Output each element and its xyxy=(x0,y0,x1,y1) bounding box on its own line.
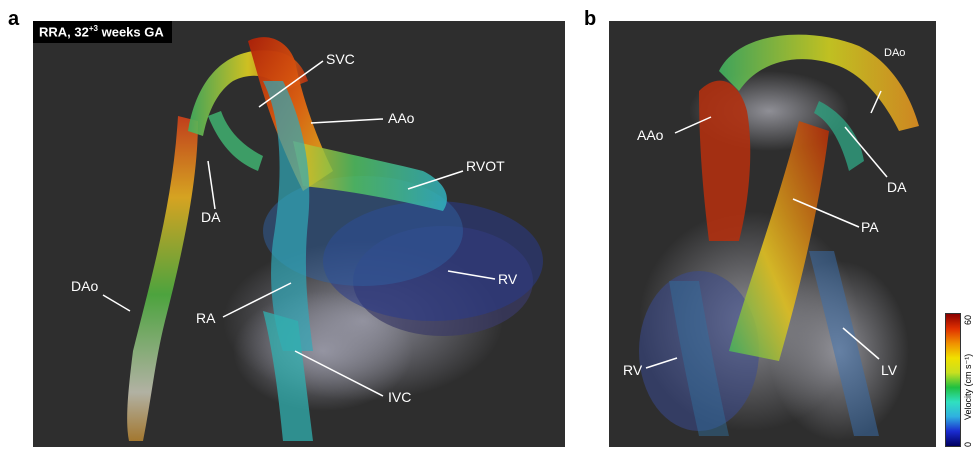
title-rest: weeks GA xyxy=(97,24,164,40)
colorbar-title: Velocity (cm s⁻¹) xyxy=(963,353,973,420)
label-rvot: RVOT xyxy=(466,158,505,174)
label-dao: DAo xyxy=(71,278,99,294)
colorbar-max-label: 60 xyxy=(963,314,973,325)
label-b-dao: DAo xyxy=(884,47,906,59)
label-da: DA xyxy=(201,209,221,225)
title-main: RRA, 32 xyxy=(39,24,89,40)
label-b-pa: PA xyxy=(861,219,879,235)
label-svc: SVC xyxy=(326,51,355,67)
label-b-da: DA xyxy=(887,179,907,195)
velocity-colorbar xyxy=(945,313,961,447)
title-superscript: +3 xyxy=(88,24,98,33)
colorbar-min-label: 0 xyxy=(963,441,973,447)
panel-a-image: RRA, 32+3 weeks GA SVC AAo RVOT DA RV DA… xyxy=(33,21,565,447)
label-b-aao: AAo xyxy=(637,127,664,143)
panel-b-image: DAo AAo DA PA RV LV xyxy=(609,21,936,447)
panel-a-title: RRA, 32+3 weeks GA xyxy=(33,21,172,44)
panel-a-flow-rendering xyxy=(102,37,543,441)
label-ivc: IVC xyxy=(388,389,412,405)
label-ra: RA xyxy=(196,310,216,326)
panel-b-flow-rendering xyxy=(639,34,919,441)
label-b-lv: LV xyxy=(881,362,898,378)
panel-b-letter: b xyxy=(584,8,597,30)
label-rv: RV xyxy=(498,271,518,287)
label-b-rv: RV xyxy=(623,362,643,378)
panel-a-letter: a xyxy=(8,8,20,30)
label-aao: AAo xyxy=(388,110,415,126)
